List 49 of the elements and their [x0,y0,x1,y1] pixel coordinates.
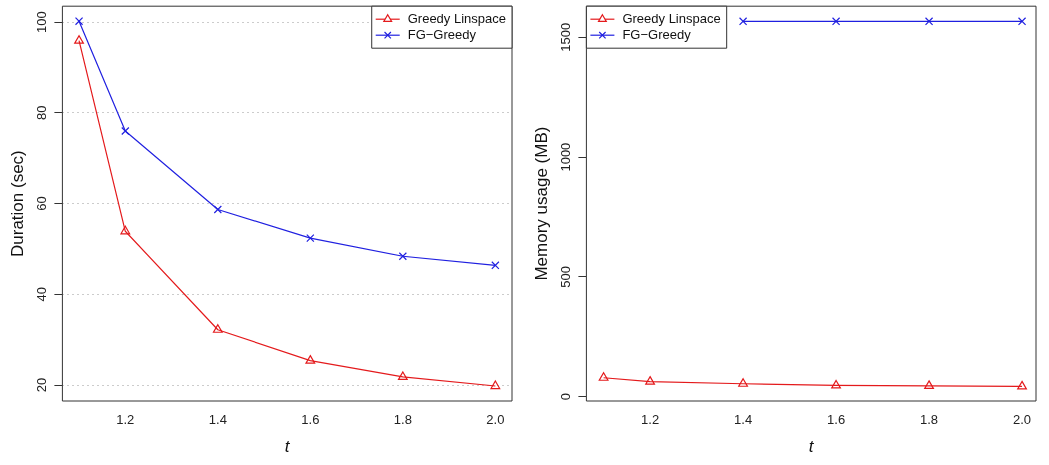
legend-label: Greedy Linspace [407,10,506,26]
y-tick-label: 1000 [557,142,573,172]
point [491,261,500,270]
point [306,233,315,243]
point [490,380,501,390]
point [120,225,131,235]
x-tick-label: 2.0 [486,412,505,428]
point [924,380,934,390]
point [305,355,316,364]
point [1017,17,1027,26]
point [74,35,84,44]
point [738,17,748,26]
y-axis-title: Memory usage (MB) [531,126,551,281]
point [738,378,749,387]
y-axis-title: Duration (sec) [7,150,27,257]
point [121,126,130,136]
x-tick-label: 1.8 [920,412,939,428]
point [924,17,934,26]
y-tick-label: 1500 [557,22,573,52]
legend-label: Greedy Linspace [622,10,721,26]
y-tick-label: 20 [33,377,49,393]
y-tick-label: 100 [33,11,49,33]
point [831,17,841,26]
point [645,376,656,385]
y-tick-label: 80 [33,105,49,121]
x-tick-label: 1.4 [734,412,753,428]
x-tick-label: 1.6 [301,412,320,428]
point [598,372,609,381]
point [1017,380,1027,390]
point [212,324,223,333]
y-tick-label: 60 [33,196,49,211]
y-tick-label: 40 [33,287,49,302]
x-tick-label: 1.8 [393,412,412,428]
x-axis-title: t [808,436,815,456]
x-tick-label: 1.6 [827,412,846,428]
point [74,17,84,26]
point [398,252,407,261]
legend-label: FG−Greedy [407,26,477,42]
x-axis-title: t [284,436,291,456]
x-tick-label: 1.4 [208,412,227,428]
x-tick-label: 2.0 [1013,412,1032,428]
y-tick-label: 0 [557,393,573,401]
point [213,205,222,214]
y-tick-label: 500 [557,266,573,288]
point [397,371,408,381]
x-tick-label: 1.2 [641,412,660,428]
legend-label: FG−Greedy [622,26,692,42]
x-tick-label: 1.2 [116,412,135,428]
point [831,379,842,389]
